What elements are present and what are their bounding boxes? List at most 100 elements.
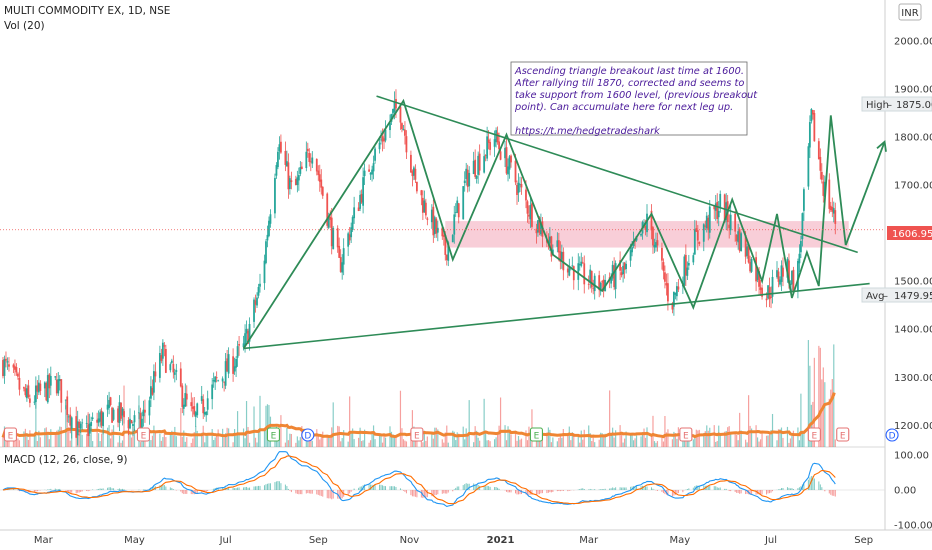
- candle-body: [299, 167, 302, 174]
- high-tag: High – 1875.00: [861, 96, 932, 112]
- candle-body: [708, 206, 711, 233]
- candle-body: [211, 384, 214, 400]
- candle-body: [297, 175, 300, 181]
- earnings-marker-label: E: [683, 432, 689, 442]
- candle-body: [548, 236, 551, 244]
- candle-body: [54, 376, 57, 378]
- candle-body: [278, 144, 281, 152]
- currency-label: INR: [901, 8, 918, 19]
- candle-body: [142, 409, 145, 417]
- candle-body: [644, 225, 647, 230]
- candle-body: [3, 359, 6, 376]
- currency-button[interactable]: [898, 3, 922, 21]
- candle-body: [483, 156, 486, 173]
- avg-tag-dash: –: [883, 291, 888, 302]
- candle-body: [17, 373, 19, 377]
- candle-body: [169, 364, 172, 371]
- candle-body: [81, 422, 84, 424]
- candle-body: [577, 263, 580, 280]
- candle-body: [834, 210, 837, 224]
- candle-body: [444, 235, 447, 255]
- time-tick-label: Mar: [579, 535, 599, 546]
- chart-title: MULTI COMMODITY EX, 1D, NSE: [4, 5, 170, 17]
- annotation-box[interactable]: [510, 61, 748, 136]
- candle-body: [392, 108, 394, 114]
- candle-body: [462, 186, 465, 220]
- candle-body: [735, 234, 738, 242]
- annotation-text: Ascending triangle breakout last time at…: [514, 66, 758, 137]
- candle-body: [336, 228, 339, 248]
- annotation-link[interactable]: https://t.me/hedgetradeshark: [515, 126, 660, 137]
- price-tick-label: 1500.00: [894, 277, 932, 288]
- candle-body: [662, 262, 665, 271]
- candle-body: [76, 421, 79, 436]
- candle-body: [233, 366, 236, 372]
- candle-body: [117, 408, 119, 423]
- candle-body: [268, 220, 270, 236]
- candle-body: [520, 183, 523, 188]
- earnings-marker: [807, 427, 821, 442]
- candle-body: [150, 386, 152, 399]
- candle-body: [306, 148, 309, 152]
- candle-body: [759, 287, 762, 291]
- candle-body: [308, 152, 311, 162]
- lower-trendline: [243, 282, 870, 350]
- candle-body: [111, 407, 113, 423]
- signal-line: [2, 455, 836, 505]
- candle-body: [432, 206, 435, 236]
- price-tick-label: 1300.00: [894, 373, 932, 384]
- candle-body: [525, 189, 527, 201]
- price-tick-label: 2000.00: [894, 36, 932, 47]
- earnings-marker: [3, 427, 18, 442]
- candle-body: [326, 193, 329, 226]
- candle-body: [311, 157, 314, 164]
- candle-body: [175, 370, 178, 372]
- candle-body: [108, 399, 110, 408]
- candle-body: [393, 101, 396, 113]
- candle-body: [265, 241, 267, 263]
- candle-body: [172, 363, 175, 373]
- candle-body: [380, 139, 382, 141]
- candle-body: [49, 375, 52, 386]
- price-tick-label: 1900.00: [894, 84, 932, 95]
- candle-body: [248, 323, 251, 342]
- candle-body: [190, 402, 193, 407]
- time-axis[interactable]: Mar May Jul Sep Nov 2021 Mar May Jul Sep: [34, 535, 873, 546]
- candle-body: [424, 202, 427, 216]
- candle-body: [18, 377, 21, 390]
- time-tick-label: Sep: [854, 535, 873, 546]
- candle-body: [45, 383, 48, 401]
- candle-body: [807, 146, 810, 187]
- candle-body: [496, 132, 499, 143]
- candle-body: [402, 129, 405, 131]
- candle-body: [771, 276, 774, 297]
- candle-body: [602, 279, 605, 292]
- candle-body: [802, 189, 805, 211]
- candle-body: [320, 179, 323, 188]
- candle-body: [811, 109, 814, 115]
- candle-body: [315, 158, 318, 172]
- time-tick-label: Nov: [400, 535, 420, 546]
- candle-body: [601, 281, 604, 283]
- candle-body: [66, 396, 69, 416]
- candle-body: [58, 379, 61, 382]
- earnings-marker: [836, 427, 850, 442]
- candle-body: [782, 267, 784, 277]
- candle-body: [620, 272, 623, 276]
- candle-body: [453, 214, 456, 235]
- candle-body: [46, 375, 49, 403]
- candle-body: [280, 141, 282, 153]
- candle-body: [27, 385, 30, 397]
- candle-body: [713, 205, 716, 210]
- candle-body: [378, 142, 381, 150]
- candle-body: [294, 179, 297, 186]
- candle-body: [686, 267, 689, 276]
- candle-body: [537, 220, 539, 233]
- candle-body: [540, 223, 542, 235]
- candle-body: [227, 354, 230, 374]
- candle-body: [456, 200, 459, 213]
- high-tag-label: High: [866, 100, 889, 111]
- candle-body: [504, 147, 506, 159]
- macd-axis[interactable]: -100.00 0.00 100.00: [894, 451, 932, 532]
